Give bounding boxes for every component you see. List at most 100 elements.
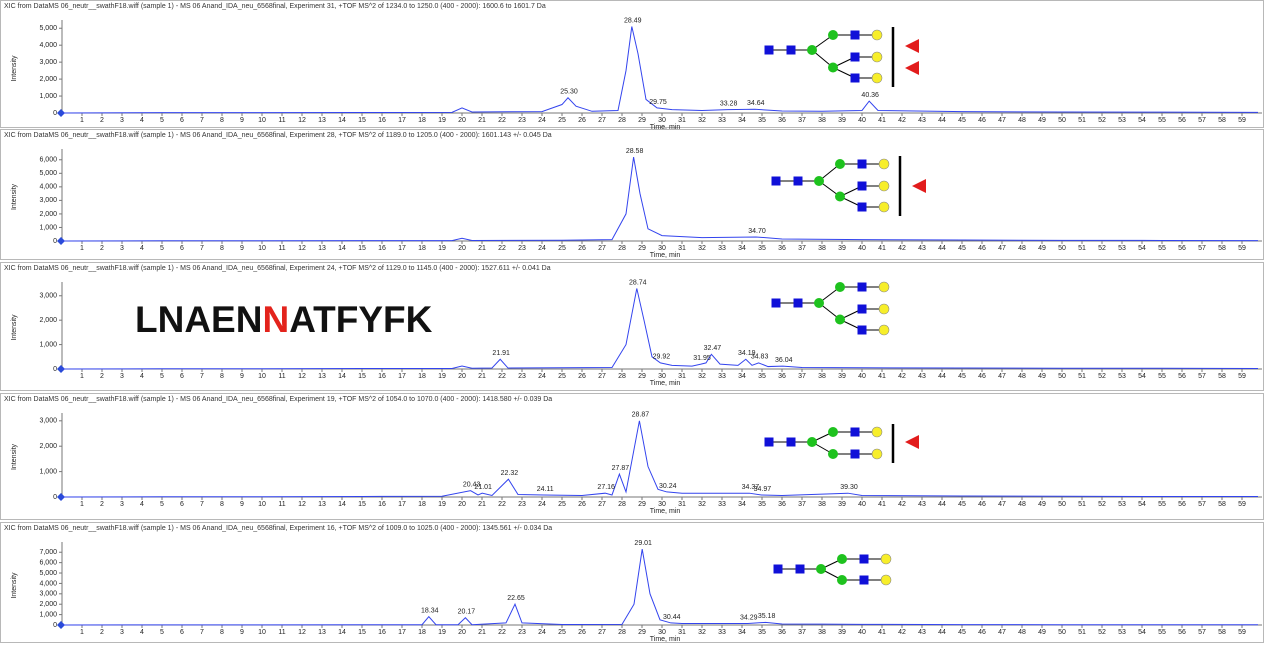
x-tick-label: 29 [638,501,646,508]
chart-title: XIC from DataMS 06_neutr__swathF18.wiff … [4,265,551,272]
x-tick-label: 32 [698,117,706,124]
x-tick-label: 16 [378,629,386,636]
x-tick-label: 2 [100,117,104,124]
x-tick-label: 4 [140,245,144,252]
y-tick-label: 1,000 [39,468,57,475]
x-tick-label: 15 [358,501,366,508]
x-tick-label: 3 [120,501,124,508]
x-tick-label: 26 [578,373,586,380]
x-tick-label: 46 [978,501,986,508]
mannose [807,437,817,447]
x-tick-label: 25 [558,117,566,124]
x-tick-label: 11 [278,117,285,124]
x-tick-label: 10 [258,117,266,124]
x-tick-label: 53 [1118,629,1126,636]
glcnac [786,437,796,447]
x-tick-label: 9 [240,501,244,508]
x-tick-label: 48 [1018,373,1026,380]
x-tick-label: 51 [1078,245,1086,252]
glcnac [857,159,867,169]
x-tick-label: 16 [378,373,386,380]
galactose [878,281,890,293]
x-tick-label: 17 [398,245,406,252]
x-tick-label: 4 [140,501,144,508]
mannose [835,191,845,202]
x-tick-label: 40 [858,245,866,252]
x-tick-label: 29 [638,117,646,124]
peak-label: 34.70 [748,228,766,235]
x-tick-label: 22 [498,245,506,252]
x-tick-label: 10 [258,373,266,380]
x-tick-label: 36 [778,501,786,508]
x-tick-label: 38 [818,245,826,252]
y-tick-label: 6,000 [39,157,57,164]
x-tick-label: 10 [258,629,266,636]
peak-label: 34.19 [738,350,756,357]
y-tick-label: 0 [53,238,57,245]
x-tick-label: 45 [958,245,966,252]
x-tick-label: 35 [758,629,766,636]
origin-marker [57,109,65,117]
peak-label: 39.30 [840,484,858,491]
x-tick-label: 25 [558,373,566,380]
x-tick-label: 58 [1218,629,1226,636]
glcnac [859,575,869,585]
peak-label: 21.91 [492,350,510,357]
x-tick-label: 54 [1138,373,1146,380]
fucose [905,435,919,449]
x-tick-label: 20 [458,373,466,380]
x-tick-label: 57 [1198,629,1206,636]
x-tick-label: 27 [598,245,606,252]
x-tick-label: 19 [438,373,446,380]
trace-line [61,156,1259,242]
x-tick-label: 34 [738,373,746,380]
x-tick-label: 44 [938,373,946,380]
peak-label: 27.16 [597,484,615,491]
x-tick-label: 7 [200,629,204,636]
x-tick-label: 59 [1238,245,1246,252]
x-tick-label: 11 [278,629,285,636]
x-tick-label: 44 [938,245,946,252]
x-tick-label: 36 [778,373,786,380]
y-tick-label: 1,000 [39,341,57,348]
x-tick-label: 11 [278,501,285,508]
x-tick-label: 56 [1178,629,1186,636]
x-tick-label: 1 [80,245,84,252]
x-tick-label: 39 [838,373,846,380]
galactose [878,303,890,315]
x-tick-label: 37 [798,629,806,636]
x-tick-label: 8 [220,629,224,636]
mannose [816,564,826,574]
x-tick-label: 46 [978,629,986,636]
x-tick-label: 19 [438,629,446,636]
y-axis-label: Intensity [11,443,18,470]
x-tick-label: 21 [478,629,486,636]
x-tick-label: 16 [378,501,386,508]
x-tick-label: 1 [80,629,84,636]
y-tick-label: 0 [53,494,57,501]
peak-label: 28.87 [632,412,650,419]
mannose [828,30,838,40]
x-tick-label: 16 [378,117,386,124]
x-tick-label: 56 [1178,245,1186,252]
x-tick-label: 41 [878,501,886,508]
x-tick-label: 26 [578,245,586,252]
chart-panel: XIC from DataMS 06_neutr__swathF18.wiff … [0,0,1264,131]
peptide-part: N [262,299,289,340]
x-tick-label: 59 [1238,501,1246,508]
x-tick-label: 52 [1098,629,1106,636]
x-tick-label: 52 [1098,501,1106,508]
x-tick-label: 35 [758,373,766,380]
x-tick-label: 39 [838,245,846,252]
peak-label: 20.17 [458,609,476,616]
x-tick-label: 32 [698,373,706,380]
x-tick-label: 4 [140,629,144,636]
chart-title: XIC from DataMS 06_neutr__swathF18.wiff … [4,3,546,10]
x-tick-label: 42 [898,117,906,124]
y-tick-label: 4,000 [39,580,57,587]
glcnac [764,45,774,55]
x-tick-label: 36 [778,117,786,124]
x-tick-label: 32 [698,245,706,252]
peak-label: 29.75 [649,99,667,106]
x-tick-label: 40 [858,373,866,380]
